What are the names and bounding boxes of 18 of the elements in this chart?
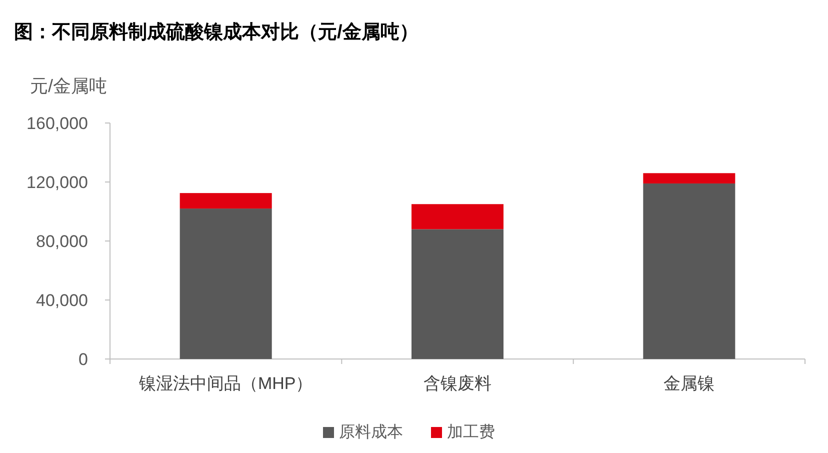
y-tick-label: 120,000	[26, 173, 88, 192]
legend-label: 原料成本	[339, 423, 403, 441]
y-axis-title: 元/金属吨	[30, 76, 108, 96]
y-tick-label: 40,000	[36, 291, 88, 310]
bar	[643, 183, 736, 359]
x-tick-label: 镍湿法中间品（MHP）	[138, 374, 313, 393]
bar	[412, 229, 504, 359]
x-tick-label: 含镍废料	[424, 374, 492, 393]
y-tick-label: 0	[78, 350, 88, 369]
bar	[643, 173, 736, 184]
x-tick-label: 金属镍	[664, 374, 715, 393]
chart-title: 图：不同原料制成硫酸镍成本对比（元/金属吨）	[14, 21, 418, 43]
bar	[412, 204, 504, 230]
y-tick-label: 160,000	[26, 114, 88, 133]
bar	[180, 193, 272, 209]
bar	[180, 208, 272, 359]
y-tick-label: 80,000	[36, 232, 88, 251]
legend-label: 加工费	[447, 423, 495, 441]
